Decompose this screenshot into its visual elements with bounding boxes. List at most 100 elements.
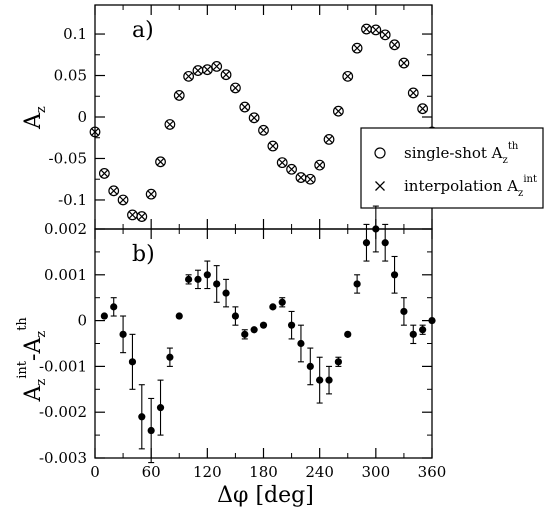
data-point	[390, 271, 399, 279]
cross-marker	[343, 72, 352, 81]
circle-marker	[379, 29, 391, 41]
data-point	[175, 312, 183, 320]
data-point	[428, 317, 436, 325]
cross-marker	[278, 158, 287, 167]
circle-marker	[201, 64, 213, 76]
x-tick-label: 180	[249, 463, 278, 481]
data-point	[185, 275, 193, 283]
series-markers	[89, 23, 438, 222]
cross-marker	[128, 210, 137, 219]
circle-marker	[332, 105, 344, 117]
circle-marker	[389, 39, 400, 51]
cross-marker	[418, 104, 427, 113]
data-point	[278, 298, 286, 306]
data-point	[166, 353, 174, 361]
data-point	[409, 330, 417, 338]
data-point	[231, 312, 240, 320]
circle-marker	[239, 101, 251, 113]
circle-marker	[398, 57, 410, 69]
panel-label-a: a)	[132, 18, 154, 43]
data-point	[381, 239, 389, 247]
data-point	[241, 330, 249, 338]
circle-marker	[351, 42, 363, 54]
cross-marker	[193, 66, 202, 75]
circle-marker	[323, 133, 335, 145]
data-point	[194, 275, 202, 283]
x-tick-label: 120	[193, 463, 222, 481]
circle-marker	[145, 188, 157, 200]
x-tick-label: 240	[305, 463, 334, 481]
circle-marker	[164, 119, 176, 130]
data-point	[362, 239, 371, 247]
circle-marker	[183, 70, 195, 82]
cross-marker	[119, 195, 128, 204]
circle-marker	[155, 156, 166, 168]
data-point	[250, 326, 258, 334]
data-point	[372, 225, 380, 233]
y-axis-label: Azint-Azth	[15, 317, 49, 403]
legend-label: interpolation Azint	[404, 174, 537, 199]
circle-marker	[98, 168, 110, 179]
data-point	[287, 321, 296, 329]
data-point	[297, 339, 305, 348]
x-tick-label: 0	[90, 463, 100, 481]
y-tick-label: 0.001	[44, 266, 87, 284]
circle-marker	[248, 112, 260, 124]
y-tick-label: -0.002	[39, 403, 87, 421]
cross-marker	[306, 175, 315, 184]
y-tick-label: 0.1	[63, 25, 87, 43]
circle-marker	[136, 211, 148, 222]
circle-marker	[407, 87, 419, 99]
cross-marker	[287, 165, 296, 174]
legend-circle-marker	[374, 147, 386, 159]
x-tick-label: 360	[418, 463, 447, 481]
cross-marker	[409, 88, 418, 97]
data-point	[100, 312, 108, 320]
x-axis-label: Δφ [deg]	[217, 483, 314, 508]
circle-marker	[276, 157, 288, 169]
y-tick-label: 0	[77, 108, 87, 126]
cross-marker	[371, 25, 380, 34]
data-point	[344, 330, 352, 338]
data-point	[353, 280, 361, 288]
cross-marker	[90, 127, 100, 136]
data-point	[316, 376, 324, 384]
cross-marker	[231, 83, 240, 92]
cross-marker	[240, 103, 249, 112]
y-tick-label: -0.003	[39, 449, 87, 467]
x-tick-label: 60	[142, 463, 161, 481]
y-tick-label: -0.1	[58, 191, 87, 209]
y-tick-label: -0.05	[49, 149, 87, 167]
circle-marker	[220, 69, 232, 81]
data-point	[119, 330, 127, 338]
cross-marker	[259, 126, 268, 135]
y-tick-label: 0.05	[54, 67, 87, 85]
circle-marker	[258, 124, 269, 136]
data-point	[325, 376, 333, 384]
cross-marker	[147, 190, 156, 199]
panel-a: -0.1 -0.05 0 0.05 0.1 a) Az single-shot Azth int…	[21, 4, 544, 230]
legend-label: single-shot Azth	[404, 141, 519, 166]
cross-marker	[315, 161, 324, 170]
cross-marker	[353, 44, 362, 53]
cross-marker	[137, 212, 146, 221]
cross-marker	[109, 186, 118, 195]
y-tick-label: 0.002	[44, 220, 87, 238]
data-point	[128, 358, 137, 366]
cross-marker	[203, 65, 212, 74]
circle-marker	[417, 103, 429, 115]
circle-marker	[230, 82, 241, 94]
y-axis-label: Az	[21, 106, 49, 130]
data-point	[110, 303, 118, 311]
y-tick-label: 0	[77, 312, 87, 330]
cross-marker	[268, 142, 277, 151]
legend-box	[360, 127, 544, 209]
circle-marker	[304, 173, 316, 185]
legend-cross-marker	[375, 181, 385, 191]
circle-marker	[370, 24, 382, 36]
circle-marker	[211, 60, 223, 72]
cross-marker	[100, 169, 109, 178]
cross-marker	[334, 107, 343, 116]
data-point	[213, 280, 221, 288]
circle-marker	[173, 90, 185, 101]
